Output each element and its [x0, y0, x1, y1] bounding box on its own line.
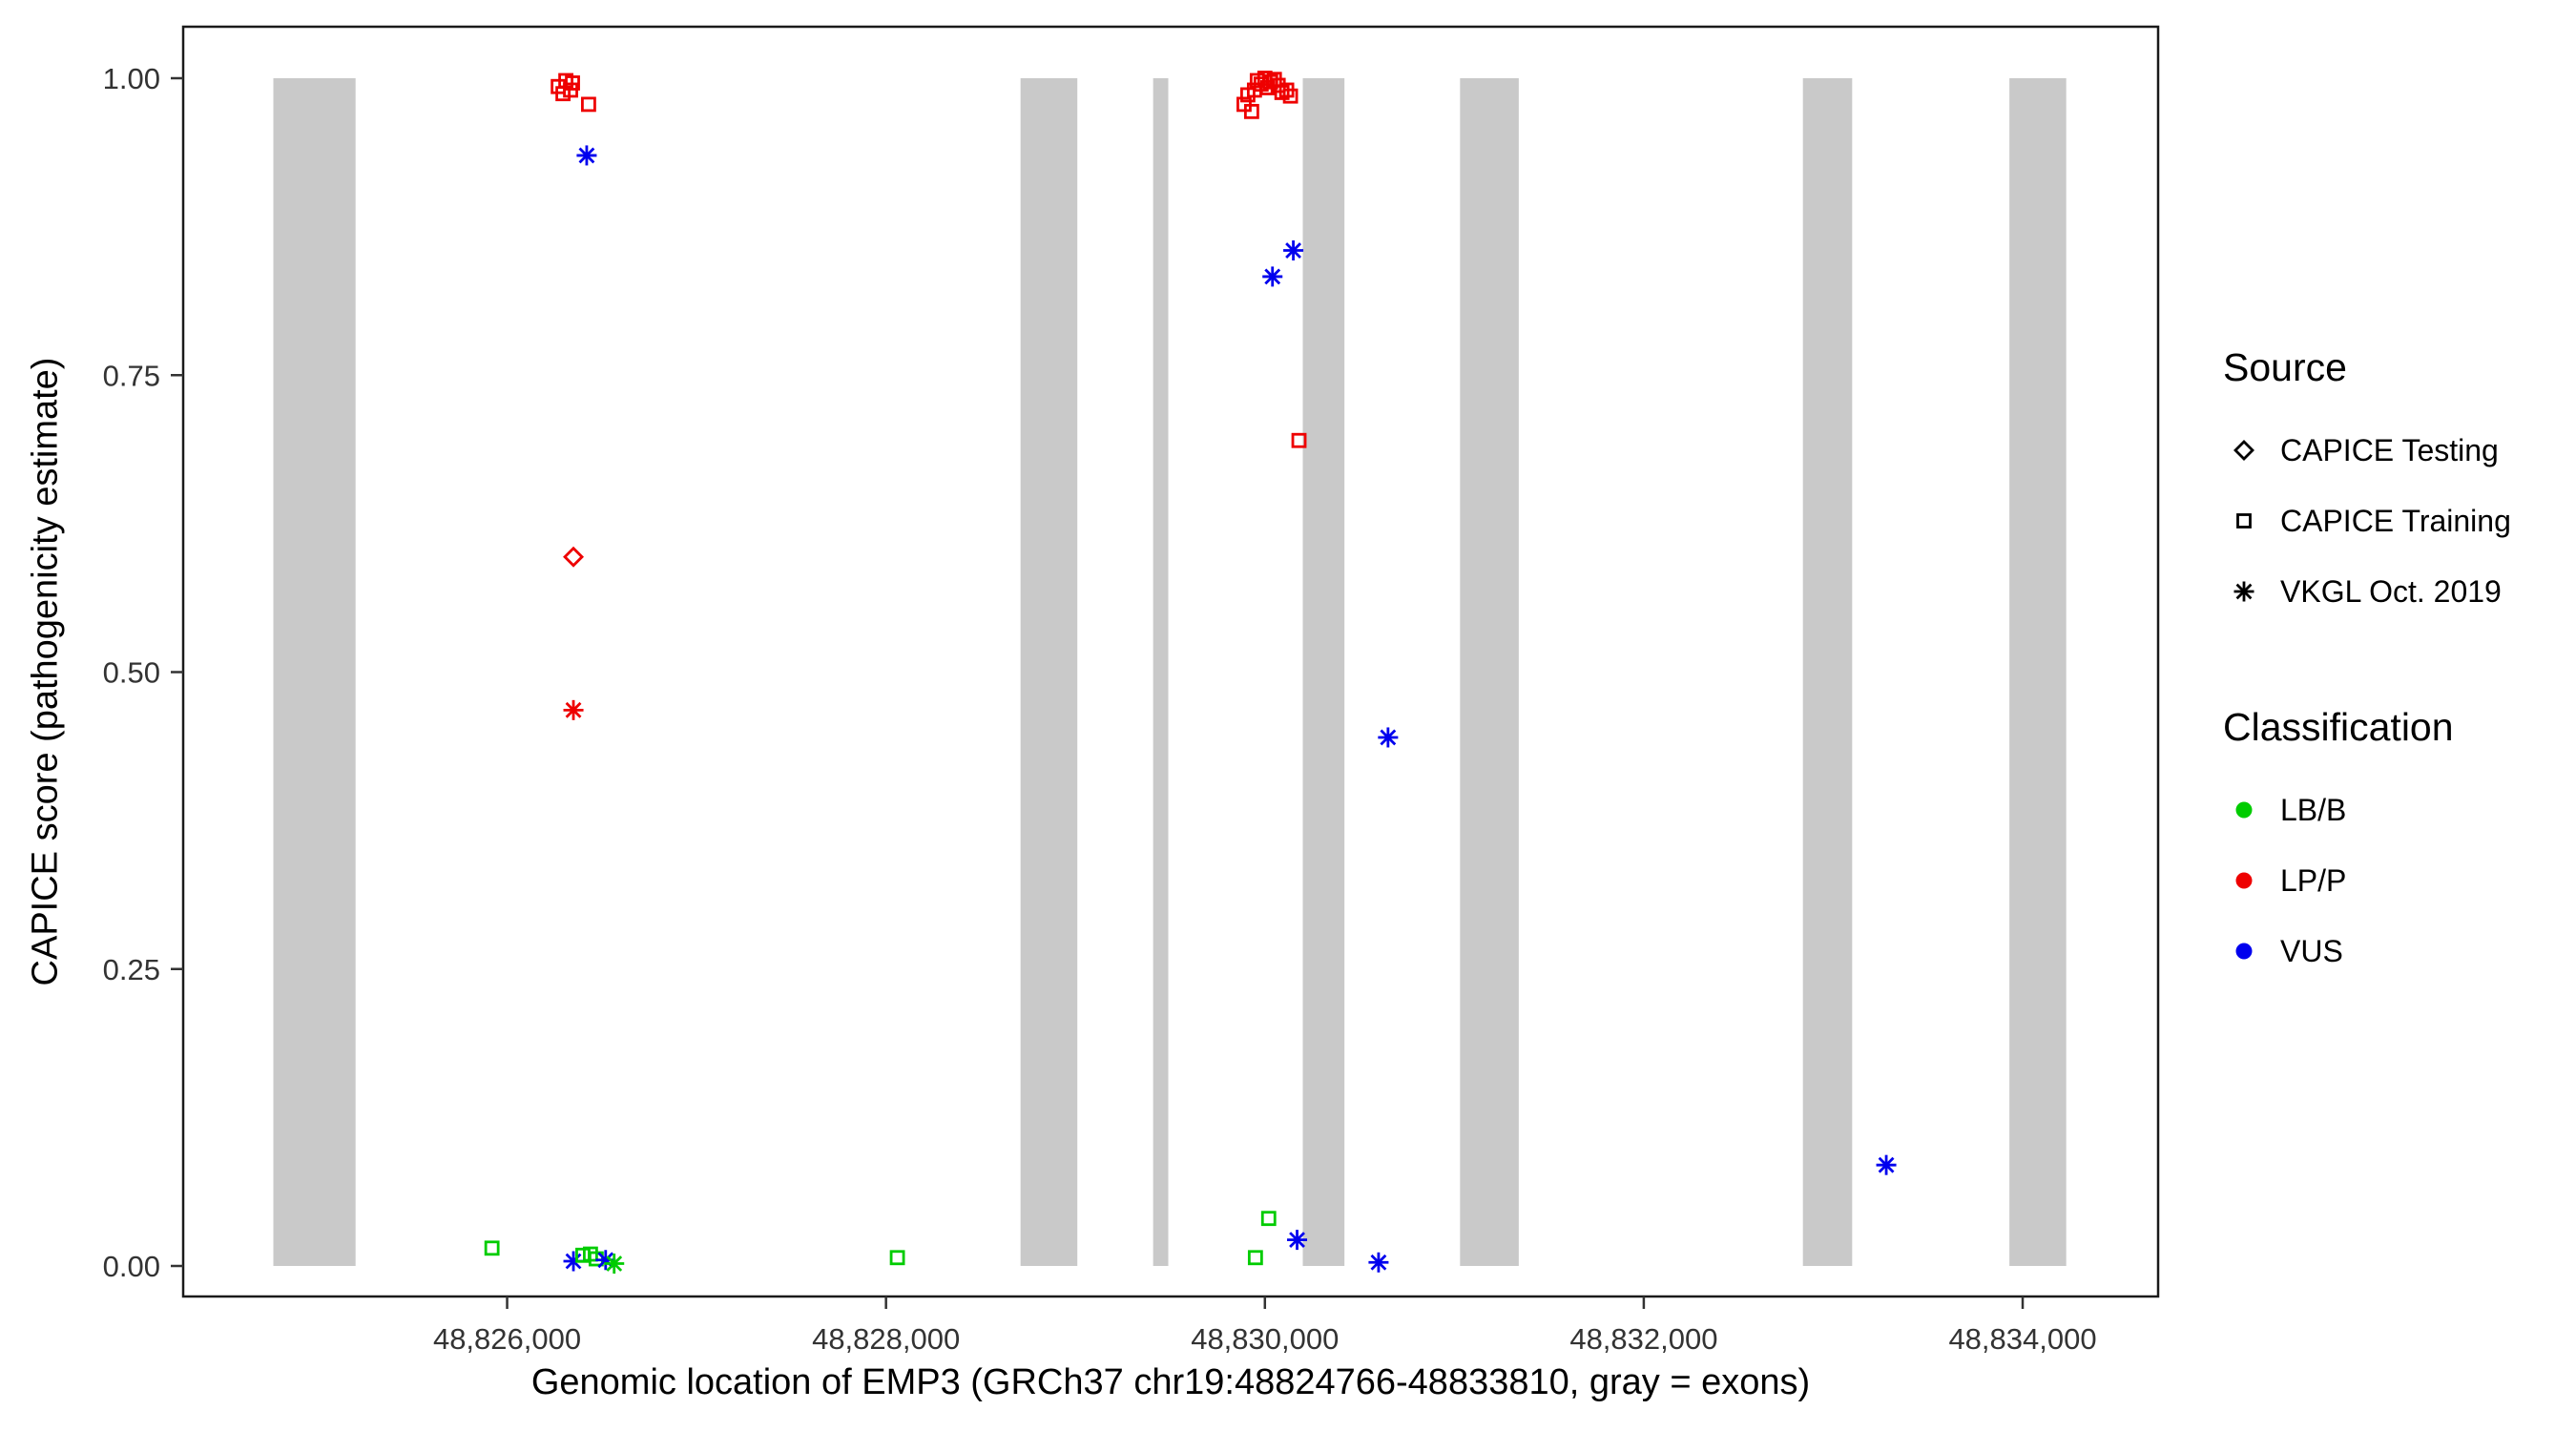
blue-dot-icon: [2235, 943, 2253, 960]
legend-source-group: Source CAPICE Testing CAPICE Training VK…: [2223, 345, 2511, 627]
data-point: [563, 1251, 584, 1272]
legend-item-label: CAPICE Training: [2280, 503, 2511, 538]
legend-source-title: Source: [2223, 345, 2347, 389]
diamond-marker-icon: [2233, 440, 2254, 461]
data-point: [1282, 88, 1298, 104]
exon-band: [1302, 78, 1345, 1266]
legend-classification-title: Classification: [2223, 705, 2454, 749]
green-dot-icon: [2235, 801, 2253, 819]
legend-item-label: CAPICE Testing: [2280, 432, 2499, 467]
exon-band: [1460, 78, 1519, 1266]
data-point: [1368, 1252, 1389, 1273]
panel-border: [181, 25, 2160, 1298]
asterisk-marker-icon: [2233, 581, 2254, 602]
exon-band: [273, 78, 356, 1266]
x-tick-label: 48,826,000: [433, 1322, 581, 1356]
x-tick-label: 48,832,000: [1569, 1322, 1717, 1356]
y-tick-label: 0.00: [103, 1250, 160, 1283]
data-point: [1287, 1230, 1308, 1251]
y-tick-label: 0.25: [103, 953, 160, 986]
legend-classification-group: Classification LB/B LP/P VUS: [2223, 705, 2511, 986]
legend-item-capice-training: CAPICE Training: [2223, 486, 2511, 556]
legend-item-label: VKGL Oct. 2019: [2280, 573, 2502, 609]
x-tick-label: 48,828,000: [812, 1322, 960, 1356]
legend-item-vkgl: VKGL Oct. 2019: [2223, 556, 2511, 627]
y-tick-label: 0.50: [103, 656, 160, 690]
data-point: [1283, 240, 1304, 261]
y-axis-title: CAPICE score (pathogenicity estimate): [25, 357, 66, 986]
exon-band: [2009, 78, 2067, 1266]
legend-item-label: LB/B: [2280, 792, 2347, 827]
data-point: [1876, 1154, 1897, 1175]
data-point: [563, 699, 584, 720]
data-point: [595, 1250, 616, 1271]
data-point: [563, 546, 585, 568]
exon-band: [1020, 78, 1078, 1266]
x-tick-label: 48,830,000: [1191, 1322, 1339, 1356]
red-dot-icon: [2235, 872, 2253, 889]
data-point: [1243, 103, 1259, 119]
data-point: [1247, 1250, 1263, 1266]
legend-item-capice-testing: CAPICE Testing: [2223, 415, 2511, 486]
exon-band: [1153, 78, 1169, 1266]
legend-item-label: VUS: [2280, 933, 2343, 968]
legend-item-lbb: LB/B: [2223, 775, 2511, 845]
data-point: [889, 1250, 905, 1266]
square-marker-icon: [2236, 513, 2252, 529]
data-point: [555, 86, 571, 102]
data-point: [1262, 73, 1278, 90]
data-point: [563, 82, 578, 98]
y-tick-label: 1.00: [103, 62, 160, 95]
legend-item-vus: VUS: [2223, 916, 2511, 986]
data-point: [1274, 85, 1290, 100]
x-axis-title: Genomic location of EMP3 (GRCh37 chr19:4…: [530, 1362, 1811, 1402]
y-tick-label: 0.75: [103, 359, 160, 392]
exon-band: [1802, 78, 1853, 1266]
data-point: [1260, 1211, 1277, 1227]
data-point: [576, 145, 597, 166]
data-point: [1378, 727, 1399, 748]
data-point: [581, 96, 596, 113]
data-point: [1262, 266, 1283, 287]
legend-item-label: LP/P: [2280, 862, 2347, 898]
data-point: [1291, 432, 1307, 448]
data-point: [604, 1254, 625, 1275]
x-tick-label: 48,834,000: [1948, 1322, 2096, 1356]
legend-item-lpp: LP/P: [2223, 845, 2511, 916]
data-point: [484, 1240, 500, 1256]
legend: Source CAPICE Testing CAPICE Training VK…: [2223, 345, 2511, 986]
